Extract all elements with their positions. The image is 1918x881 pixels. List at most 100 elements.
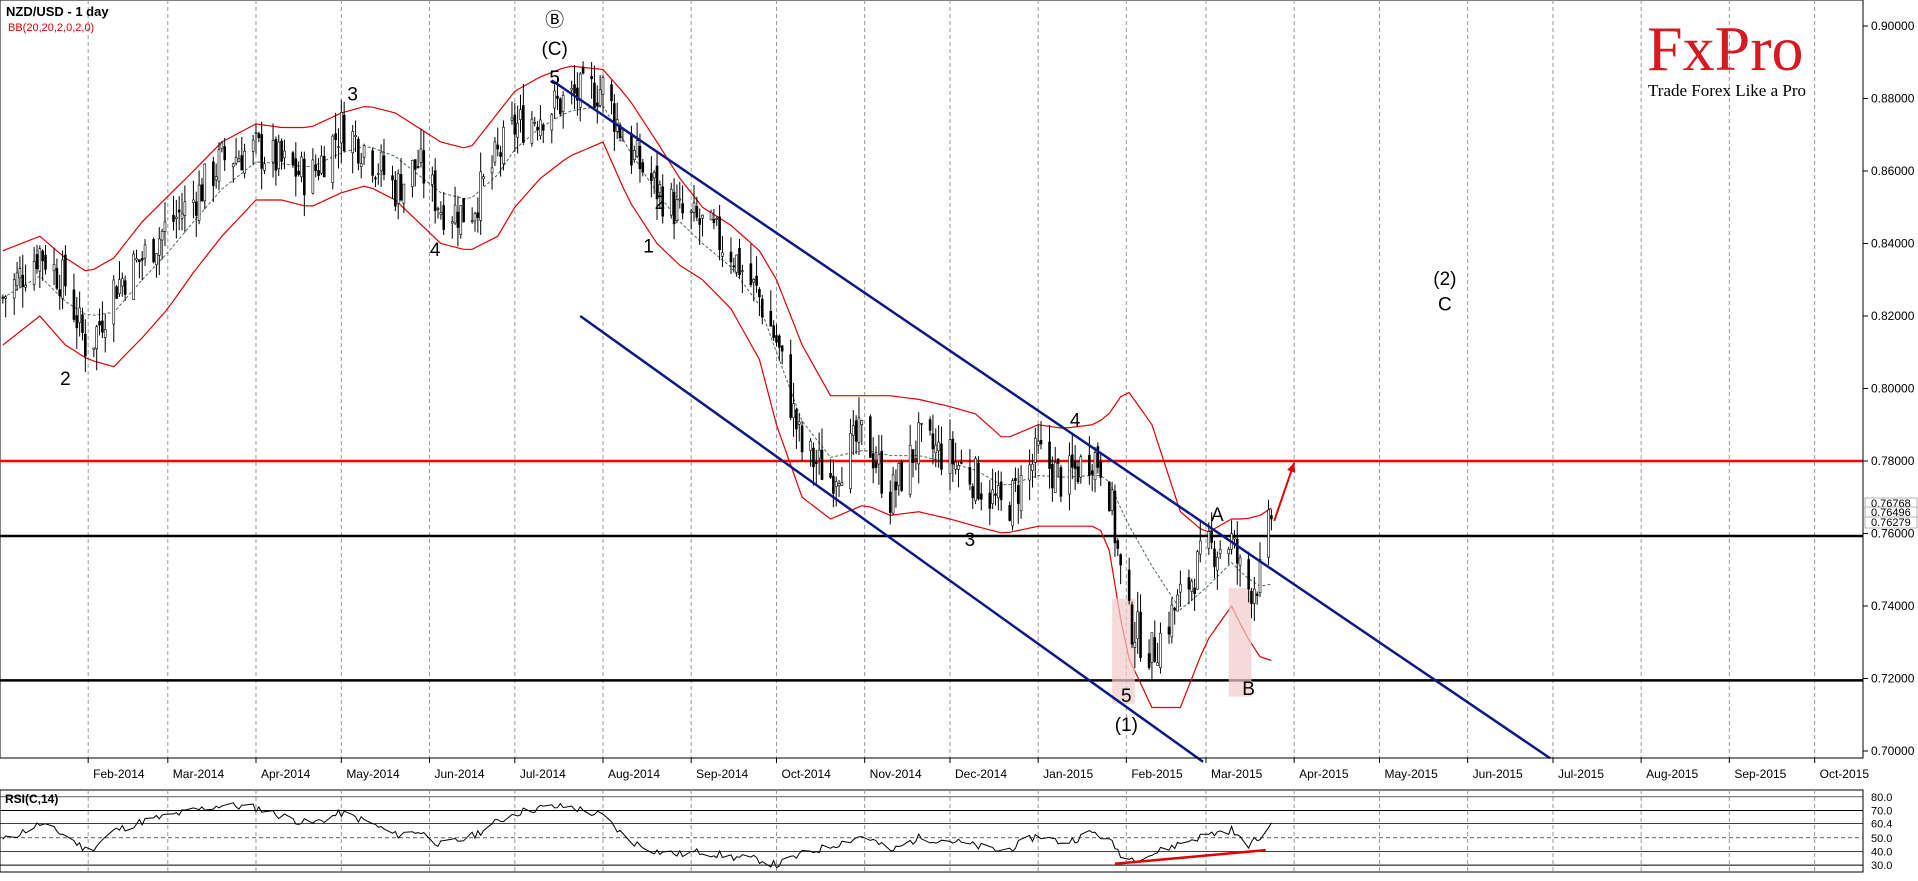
candle-body — [789, 354, 793, 418]
candle-body — [578, 73, 582, 108]
candle-body — [177, 209, 181, 213]
candle-body — [21, 274, 25, 287]
wave-label: A — [1211, 505, 1224, 526]
candle-body — [997, 485, 1000, 499]
candle-body — [877, 454, 881, 465]
candle-body — [894, 481, 898, 491]
candle-body — [112, 279, 116, 325]
candle-body — [459, 205, 463, 235]
candle-body — [516, 122, 519, 138]
forecast-arrow-head — [1287, 462, 1296, 473]
candle-body — [399, 174, 403, 201]
candle-body — [462, 198, 465, 223]
candle-body — [1127, 569, 1131, 601]
candle-body — [977, 462, 980, 500]
candle-body — [780, 345, 784, 352]
candle-body — [157, 238, 161, 256]
candle-body — [359, 163, 363, 167]
candle-body — [479, 171, 482, 221]
candle-body — [837, 482, 841, 487]
bollinger-bands — [2, 65, 1272, 709]
candle-body — [180, 213, 184, 219]
candle-body — [800, 425, 804, 453]
candle-body — [860, 420, 864, 425]
candle-body — [854, 420, 858, 442]
bb-upper — [2, 65, 1272, 533]
candle-body — [897, 462, 901, 486]
rsi-tick-label: 50.0 — [1871, 833, 1892, 845]
price-candles — [1, 61, 1273, 681]
candle-body — [1116, 540, 1120, 549]
candle-body — [1176, 594, 1179, 612]
candle-body — [829, 473, 832, 478]
candle-body — [834, 481, 838, 487]
candle-body — [1218, 548, 1222, 555]
candle-body — [155, 253, 158, 266]
brand-logo: FxPro Trade Forex Like a Pro — [1647, 13, 1806, 100]
candle-body — [760, 298, 764, 318]
candle-body — [732, 265, 736, 268]
candle-body — [140, 258, 144, 261]
candle-body — [880, 450, 884, 494]
candle-body — [957, 465, 960, 470]
wave-label: 1 — [643, 237, 654, 258]
candle-body — [98, 321, 101, 326]
y-tick-label: 0.90000 — [1871, 19, 1915, 33]
wave-label: 5 — [549, 68, 560, 89]
candle-body — [251, 139, 255, 152]
candle-body — [738, 247, 741, 276]
candle-body — [132, 253, 135, 300]
candle-body — [1096, 446, 1100, 468]
candle-body — [92, 347, 96, 350]
level-lines — [0, 459, 1863, 682]
candle-body — [382, 155, 386, 176]
candle-body — [812, 447, 815, 468]
candle-body — [715, 218, 719, 220]
candle-body — [476, 212, 480, 218]
candle-body — [152, 239, 155, 263]
candle-body — [1099, 461, 1103, 478]
candle-body — [809, 440, 812, 451]
x-tick-label: Jun-2014 — [434, 767, 484, 781]
candle-body — [709, 212, 713, 221]
candle-body — [81, 314, 84, 333]
wave-label: Ⓑ — [545, 9, 564, 31]
y-tick-label: 0.80000 — [1871, 382, 1915, 396]
candle-body — [1198, 540, 1202, 555]
candle-body — [422, 150, 426, 184]
rsi-panel: 80.0 70.060.4 50.0 40.030.0 — [0, 789, 1892, 873]
candle-body — [1210, 531, 1213, 543]
candle-body — [539, 119, 542, 136]
candle-body — [103, 329, 107, 338]
rsi-frame — [0, 789, 1864, 873]
candle-body — [379, 151, 383, 172]
candle-body — [473, 213, 477, 222]
candle-body — [277, 141, 281, 169]
candle-body — [1167, 626, 1171, 635]
candle-body — [303, 158, 306, 196]
candle-body — [658, 184, 662, 193]
date-axis: Feb-2014 Mar-2014 Apr-2014 May-2014 Jun-2014… — [0, 757, 1870, 781]
candle-body — [396, 173, 400, 204]
candle-body — [928, 419, 932, 431]
candle-body — [638, 145, 642, 170]
candle-body — [536, 126, 539, 131]
x-tick-label: Sep-2014 — [696, 767, 748, 781]
candle-body — [362, 145, 366, 158]
candle-body — [1051, 463, 1054, 489]
x-tick-label: Oct-2015 — [1820, 767, 1870, 781]
candle-body — [1048, 441, 1051, 469]
y-tick-label: 0.82000 — [1871, 309, 1915, 323]
candle-body — [18, 268, 22, 279]
candle-body — [32, 261, 36, 285]
candle-body — [672, 191, 676, 225]
rsi-tick-label: 40.0 — [1871, 847, 1892, 859]
wave-label: 2 — [60, 369, 71, 390]
candle-body — [283, 150, 286, 159]
candle-body — [795, 409, 798, 430]
candle-body — [971, 486, 975, 498]
candle-body — [650, 173, 653, 182]
candle-body — [613, 103, 616, 132]
candle-body — [1011, 480, 1014, 527]
